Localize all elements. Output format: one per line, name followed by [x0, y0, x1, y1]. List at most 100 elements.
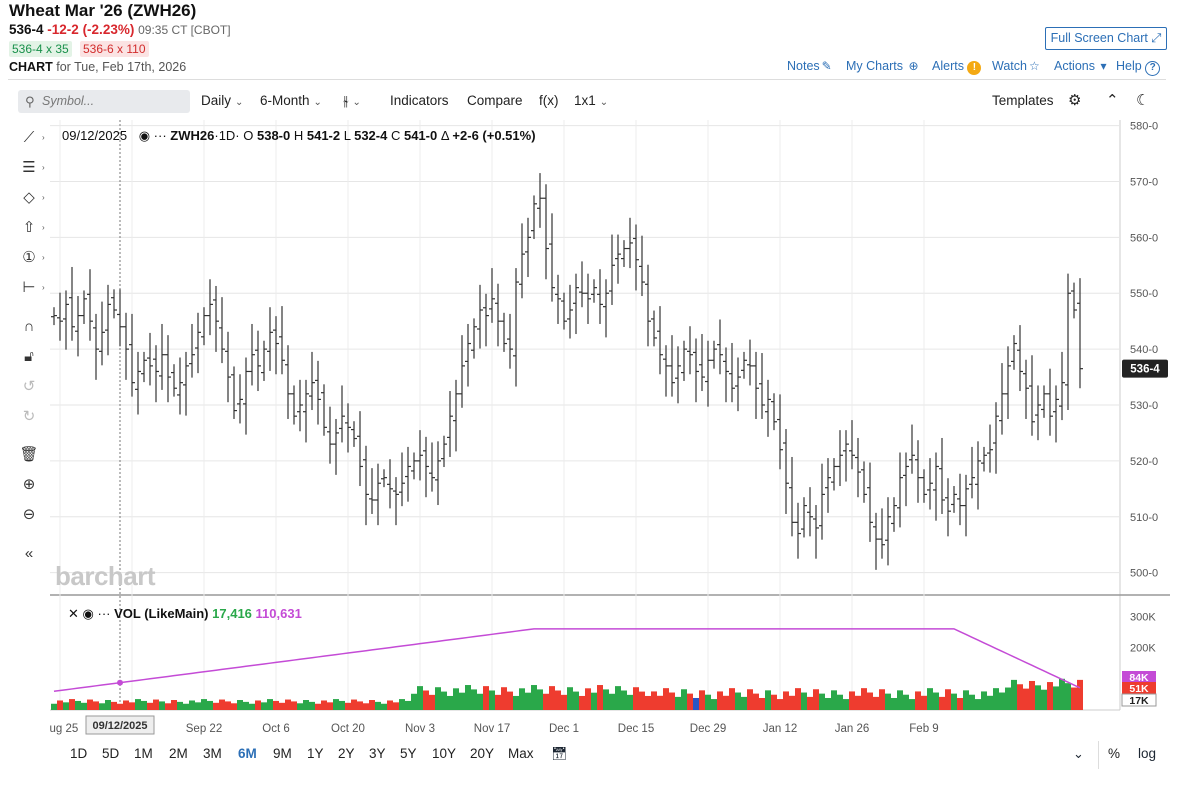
ohlc-bar: [315, 360, 321, 425]
x-tick-label: Oct 20: [331, 723, 365, 735]
period-10y[interactable]: 10Y: [432, 746, 457, 761]
volume-bar: [657, 695, 663, 710]
period-20y[interactable]: 20Y: [470, 746, 495, 761]
ohlc-bar: [189, 323, 195, 378]
log-toggle[interactable]: log: [1138, 746, 1157, 761]
watch-link[interactable]: Watch ☆: [992, 59, 1040, 73]
ohlc-bar: [297, 379, 303, 432]
chevron-right-icon[interactable]: ›: [42, 193, 45, 202]
chart-type-select[interactable]: ⫳ ⌄: [343, 93, 361, 109]
volume-value-box: [1122, 671, 1156, 683]
close-icon[interactable]: ✕: [68, 606, 79, 621]
fib-tool-icon[interactable]: ☰: [22, 159, 36, 176]
volume-bar: [855, 695, 861, 710]
period-1m[interactable]: 1M: [134, 746, 153, 761]
price-chart[interactable]: 500-0 510-0 520-0 530-0 540-0 550-0 560-0 570-0…: [50, 120, 1170, 740]
chevron-right-icon[interactable]: ›: [42, 133, 45, 142]
percent-toggle[interactable]: %: [1108, 746, 1121, 761]
legend-period: ·1D·: [214, 128, 240, 143]
collapse-left-icon[interactable]: «: [24, 545, 34, 562]
templates-button[interactable]: Templates: [992, 93, 1054, 108]
undo-icon[interactable]: ↺: [22, 378, 36, 395]
period-5d[interactable]: 5D: [102, 746, 120, 761]
period-6m[interactable]: 6M: [238, 746, 257, 761]
period-1y[interactable]: 1Y: [307, 746, 324, 761]
actions-menu[interactable]: Actions ▾: [1054, 59, 1107, 73]
trend-line-tool-icon[interactable]: ⟋: [23, 129, 35, 146]
ohlc-bar: [1011, 335, 1017, 370]
star-icon: ☆: [1028, 59, 1040, 73]
eye-icon[interactable]: ◉: [82, 606, 94, 621]
ohlc-bar: [201, 307, 207, 346]
ohlc-bar: [633, 224, 639, 291]
more-icon[interactable]: ···: [153, 128, 167, 143]
ohlc-bar: [81, 290, 87, 324]
zoom-in-icon[interactable]: ⊕: [22, 476, 36, 493]
alerts-link[interactable]: Alerts !: [932, 59, 982, 75]
ohlc-bar: [693, 338, 699, 403]
volume-bar: [153, 699, 159, 710]
x-tick-label: Dec 15: [618, 723, 654, 735]
settings-gear-icon[interactable]: ⚙: [1068, 92, 1082, 109]
compare-button[interactable]: Compare: [467, 93, 523, 108]
ohlc-bar: [591, 279, 597, 303]
volume-bar: [963, 690, 969, 710]
volume-bar: [699, 690, 705, 710]
period-1d[interactable]: 1D: [70, 746, 88, 761]
volume-bar: [363, 703, 369, 710]
full-screen-button[interactable]: Full Screen Chart ⤢: [1045, 27, 1167, 50]
indicators-button[interactable]: Indicators: [390, 93, 449, 108]
chevron-right-icon[interactable]: ›: [42, 283, 45, 292]
period-3m[interactable]: 3M: [203, 746, 222, 761]
volume-bar: [291, 701, 297, 710]
arrow-up-tool-icon[interactable]: ⇧: [22, 219, 36, 236]
period-max[interactable]: Max: [508, 746, 534, 761]
notes-link[interactable]: Notes ✎: [787, 59, 832, 73]
ohlc-bar: [207, 279, 213, 336]
period-3y[interactable]: 3Y: [369, 746, 386, 761]
ohlc-bar: [735, 357, 741, 412]
volume-bar: [1077, 679, 1083, 710]
volume-bar: [237, 700, 243, 710]
interval-select[interactable]: Daily ⌄: [201, 93, 243, 108]
volume-bar: [285, 699, 291, 710]
volume-value-label: 84K: [1129, 672, 1149, 684]
calendar-icon[interactable]: 📅︎: [551, 746, 568, 761]
measure-tool-icon[interactable]: ⊢: [22, 279, 36, 296]
chevron-right-icon[interactable]: ›: [42, 253, 45, 262]
volume-bar: [819, 693, 825, 710]
numbered-marker-tool-icon[interactable]: ①: [22, 249, 36, 266]
period-5y[interactable]: 5Y: [400, 746, 417, 761]
more-icon[interactable]: ···: [97, 606, 111, 621]
symbol-search-input[interactable]: Symbol...: [18, 90, 190, 113]
period-2m[interactable]: 2M: [169, 746, 188, 761]
chevron-right-icon[interactable]: ›: [42, 223, 45, 232]
redo-icon[interactable]: ↻: [22, 408, 36, 425]
period-9m[interactable]: 9M: [273, 746, 292, 761]
volume-bar: [789, 695, 795, 710]
volume-bar: [849, 691, 855, 710]
dark-mode-moon-icon[interactable]: ☾: [1136, 92, 1150, 109]
chevron-right-icon[interactable]: ›: [42, 163, 45, 172]
unlock-icon[interactable]: 🔓︎: [24, 348, 34, 365]
shapes-tool-icon[interactable]: ◇: [23, 189, 35, 206]
zoom-out-icon[interactable]: ⊖: [22, 506, 36, 523]
expand-icon: ⤢: [1151, 31, 1162, 45]
volume-tick-label: 300K: [1130, 611, 1156, 623]
range-select[interactable]: 6-Month ⌄: [260, 93, 322, 108]
ohlc-bar: [87, 269, 93, 341]
collapse-up-icon[interactable]: ⌃: [1106, 92, 1119, 109]
volume-bar: [189, 700, 195, 710]
period-2y[interactable]: 2Y: [338, 746, 355, 761]
ohlc-bar: [843, 430, 849, 482]
eye-icon[interactable]: ◉: [138, 128, 151, 143]
volume-bar: [861, 688, 867, 710]
chevron-double-down-icon[interactable]: ⌄: [1073, 746, 1084, 761]
fx-button[interactable]: f(x): [539, 93, 559, 108]
my-charts-link[interactable]: My Charts ⊕: [846, 59, 919, 73]
layout-select[interactable]: 1x1 ⌄: [574, 93, 608, 108]
magnet-icon[interactable]: ∩: [23, 318, 35, 335]
help-link[interactable]: Help ?: [1116, 59, 1161, 76]
volume-bar: [723, 695, 729, 710]
trash-icon[interactable]: 🗑︎: [19, 446, 39, 463]
